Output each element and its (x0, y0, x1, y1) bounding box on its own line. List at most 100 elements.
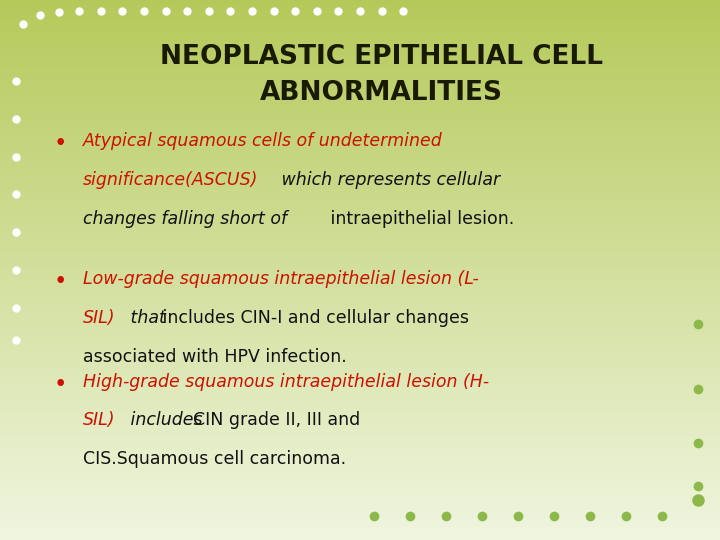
Bar (0, 373, 720, 374)
Bar (0, 490, 720, 491)
Bar (0, 236, 720, 238)
Bar (0, 93, 720, 96)
Bar (0, 182, 720, 184)
Bar (0, 263, 720, 265)
Bar (0, 355, 720, 356)
Text: intraepithelial lesion.: intraepithelial lesion. (325, 210, 515, 228)
Bar (0, 297, 720, 299)
Bar (0, 27, 720, 29)
Bar (0, 371, 720, 373)
Bar (0, 398, 720, 400)
Bar (0, 468, 720, 470)
Bar (0, 466, 720, 468)
Text: that: that (125, 309, 166, 327)
Bar (0, 317, 720, 319)
Bar (0, 382, 720, 383)
Bar (0, 142, 720, 144)
Bar (0, 374, 720, 376)
Bar (0, 491, 720, 493)
Bar (0, 201, 720, 204)
Bar (0, 250, 720, 252)
Bar (0, 173, 720, 174)
Bar (0, 285, 720, 286)
Bar (0, 363, 720, 366)
Bar (0, 308, 720, 309)
Bar (0, 342, 720, 344)
Bar (0, 439, 720, 441)
Bar (0, 528, 720, 529)
Bar (0, 333, 720, 335)
Bar (0, 180, 720, 182)
Bar (0, 331, 720, 333)
Bar (0, 238, 720, 239)
Bar (0, 495, 720, 497)
Bar (0, 502, 720, 504)
Bar (0, 511, 720, 513)
Bar (0, 66, 720, 69)
Bar (0, 128, 720, 130)
Bar (0, 387, 720, 389)
Bar (0, 405, 720, 407)
Bar (0, 265, 720, 266)
Text: CIN grade II, III and: CIN grade II, III and (193, 411, 360, 429)
Bar (0, 430, 720, 432)
Bar (0, 486, 720, 488)
Bar (0, 25, 720, 27)
Bar (0, 50, 720, 52)
Bar (0, 96, 720, 97)
Bar (0, 47, 720, 49)
Bar (0, 533, 720, 535)
Bar (0, 524, 720, 525)
Text: •: • (54, 132, 68, 156)
Bar (0, 140, 720, 142)
Bar (0, 7, 720, 9)
Bar (0, 450, 720, 452)
Bar (0, 200, 720, 201)
Text: •: • (54, 373, 68, 396)
Bar (0, 477, 720, 479)
Bar (0, 417, 720, 420)
Bar (0, 104, 720, 106)
Bar (0, 252, 720, 254)
Bar (0, 223, 720, 225)
Bar (0, 231, 720, 232)
Bar (0, 184, 720, 185)
Text: changes falling short of: changes falling short of (83, 210, 287, 228)
Bar (0, 245, 720, 247)
Bar (0, 220, 720, 221)
Bar (0, 157, 720, 158)
Bar (0, 538, 720, 540)
Bar (0, 482, 720, 484)
Bar (0, 45, 720, 47)
Bar (0, 4, 720, 5)
Bar (0, 286, 720, 288)
Bar (0, 150, 720, 151)
Bar (0, 239, 720, 241)
Bar (0, 20, 720, 22)
Text: NEOPLASTIC EPITHELIAL CELL: NEOPLASTIC EPITHELIAL CELL (160, 44, 603, 70)
Bar (0, 151, 720, 153)
Bar (0, 436, 720, 437)
Bar (0, 160, 720, 162)
Text: associated with HPV infection.: associated with HPV infection. (83, 348, 346, 366)
Bar (0, 535, 720, 536)
Text: Low-grade squamous intraepithelial lesion (L-: Low-grade squamous intraepithelial lesio… (83, 270, 479, 288)
Bar (0, 101, 720, 103)
Bar (0, 32, 720, 34)
Bar (0, 358, 720, 360)
Text: SIL): SIL) (83, 309, 115, 327)
Bar (0, 12, 720, 15)
Bar (0, 261, 720, 263)
Bar (0, 193, 720, 194)
Bar (0, 196, 720, 198)
Bar (0, 455, 720, 457)
Bar (0, 198, 720, 200)
Bar (0, 423, 720, 425)
Bar (0, 166, 720, 167)
Bar (0, 443, 720, 444)
Bar (0, 254, 720, 255)
Text: which represents cellular: which represents cellular (276, 171, 500, 189)
Bar (0, 367, 720, 369)
Bar (0, 471, 720, 474)
Bar (0, 279, 720, 281)
